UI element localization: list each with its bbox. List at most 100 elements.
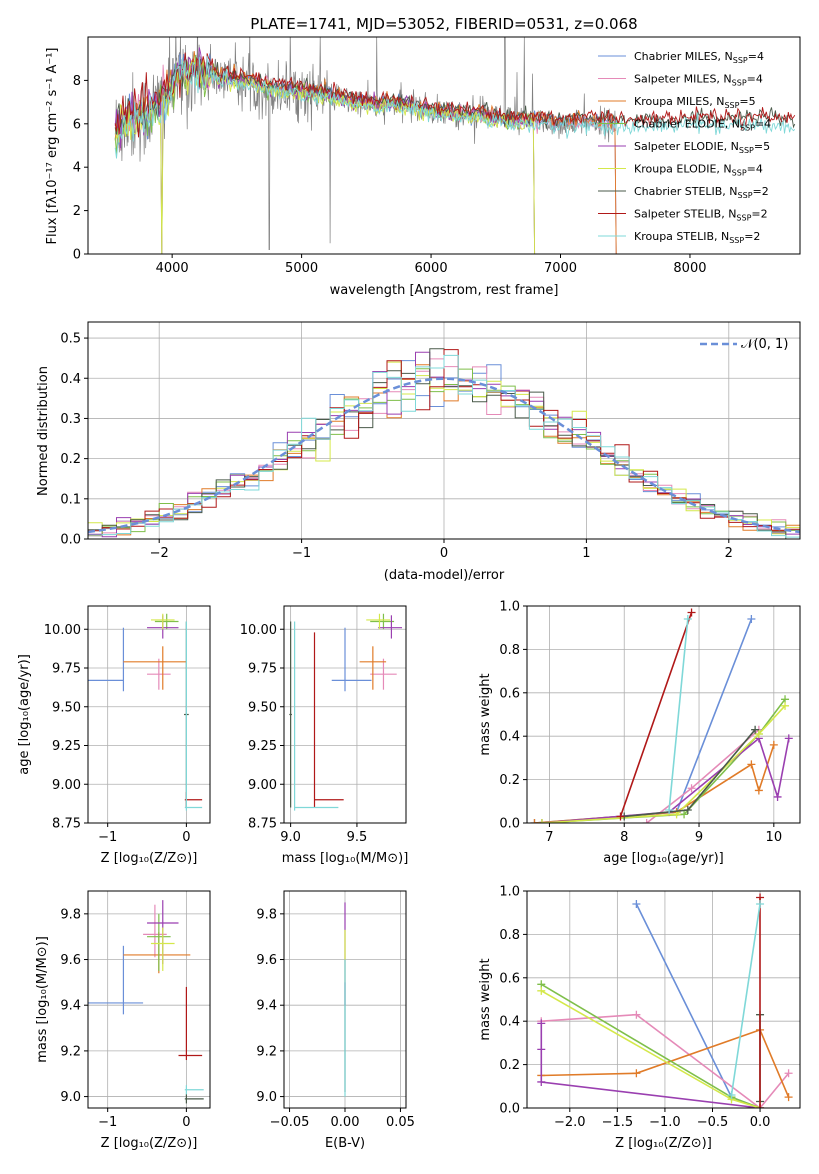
y-tick-label: 0.2: [499, 1058, 520, 1073]
series-line: [619, 612, 693, 817]
errorbar-kroupa_miles: [123, 646, 187, 690]
y-tick-label: 9.8: [256, 907, 277, 922]
errorbar-salpeter_miles: [370, 658, 397, 690]
series-marker: [784, 1093, 793, 1102]
x-axis-label: E(B-V): [325, 1136, 365, 1151]
spectrum-xlabel: wavelength [Angstrom, rest frame]: [330, 283, 559, 298]
histogram-kroupa_stelib: [88, 354, 800, 538]
series-marker: [537, 819, 546, 823]
y-tick-label: 0.4: [499, 730, 520, 745]
x-tick-label: 7: [545, 830, 553, 845]
residual-ticks: −2 −1 0 1 2 0.0 0.1 0.2 0.3 0.4 0.5: [60, 332, 733, 561]
mass-vs-ebv-panel: −0.05 0.00 0.05 9.0 9.2 9.4 9.6 9.8 E(B-V): [256, 890, 415, 1151]
y-tick-label: 9.00: [52, 778, 81, 793]
series-marker: [683, 615, 692, 624]
legend-label-value: =4: [748, 50, 764, 63]
errorbar-kroupa_stelib: [184, 621, 203, 811]
x-tick-label: 8000: [673, 261, 706, 276]
series-marker: [747, 760, 756, 769]
y-tick-label: 0.4: [60, 372, 81, 387]
series-marker: [616, 812, 625, 821]
series-kroupa_stelib: [727, 900, 765, 1099]
series-marker: [784, 1069, 793, 1078]
weight-vs-age-panel: 7 8 9 10 0.0 0.2 0.4 0.6 0.8 1.0 age [log₁₀(age/yr…: [478, 600, 801, 866]
y-axis-label: age [log₁₀(age/yr)]: [17, 654, 32, 775]
data-layer: [88, 613, 203, 811]
y-tick-label: 10.00: [240, 623, 277, 638]
legend-label-main: Chabrier STELIB, N: [634, 185, 738, 198]
legend-label: Kroupa ELODIE, NSSP=4: [634, 163, 763, 178]
series-marker: [537, 1077, 546, 1086]
errorbar-salpeter_miles: [147, 658, 171, 690]
x-tick-label: 2: [725, 546, 733, 561]
x-tick-label: −0.05: [270, 1115, 310, 1130]
x-tick-label: 4000: [156, 261, 189, 276]
legend-label-value: =2: [753, 185, 769, 198]
y-tick-label: 8.75: [52, 817, 81, 832]
x-tick-label: −2: [150, 546, 169, 561]
legend-label-sub: SSP: [733, 56, 748, 65]
data-layer: [530, 608, 793, 823]
y-tick-label: 10.00: [44, 623, 81, 638]
spectrum-ticks: 4000 5000 6000 7000 8000 0 2 4 6 8: [73, 74, 707, 276]
errorbar-chabrier_miles: [88, 627, 125, 692]
series-marker: [632, 1069, 641, 1078]
x-axis-label: age [log₁₀(age/yr)]: [603, 851, 724, 866]
y-tick-label: 0.4: [499, 1015, 520, 1030]
errorbar-salpeter_elodie: [378, 615, 403, 639]
legend-label-sub: SSP: [732, 79, 747, 88]
y-tick-label: 0.8: [499, 643, 520, 658]
series-marker: [530, 819, 539, 823]
legend-label: Chabrier MILES, NSSP=4: [634, 50, 764, 65]
y-tick-label: 9.25: [248, 739, 277, 754]
y-tick-label: 9.50: [248, 700, 277, 715]
legend-label-main: Chabrier ELODIE, N: [634, 118, 740, 131]
x-tick-label: 10: [766, 830, 783, 845]
series-marker: [683, 805, 692, 814]
legend-label-value: =2: [744, 230, 760, 243]
errorbar-chabrier_elodie: [370, 613, 395, 630]
age-vs-mass-panel: 9.0 9.5 8.75 9.00 9.25 9.50 9.75 10.00 mass [log…: [240, 605, 409, 866]
errorbar-kroupa_stelib: [184, 1085, 204, 1095]
legend-label-sub: SSP: [732, 169, 747, 178]
axes-frame: [526, 605, 801, 824]
y-tick-label: 4: [73, 161, 81, 176]
y-tick-label: 0.2: [499, 773, 520, 788]
series-line: [540, 1023, 761, 1108]
y-tick-label: 9.2: [256, 1044, 277, 1059]
legend-label-sub: SSP: [740, 124, 755, 133]
x-axis-label: mass [log₁₀(M/M⊙)]: [282, 851, 409, 866]
legend-label-sub: SSP: [729, 236, 744, 245]
y-axis-label: mass weight: [478, 958, 493, 1040]
y-tick-label: 9.4: [256, 999, 277, 1014]
legend-label: Chabrier STELIB, NSSP=2: [634, 185, 769, 200]
weight-vs-metallicity-panel: −2.0 −1.5 −1.0 −0.5 0.0 0.0 0.2 0.4 0.6 0.8 1.0 Z […: [478, 885, 801, 1151]
normal-curve: [88, 377, 800, 534]
x-tick-label: 9: [695, 830, 703, 845]
x-tick-label: 0: [182, 1115, 190, 1130]
residual-data-layer: [88, 322, 800, 540]
y-tick-label: 0.5: [60, 332, 81, 347]
legend-label-main: Kroupa ELODIE, N: [634, 163, 732, 176]
series-marker: [687, 608, 696, 617]
legend-label-main: Kroupa STELIB, N: [634, 230, 729, 243]
errorbar-kroupa_miles: [359, 646, 387, 690]
errorbar-kroupa_elodie: [366, 613, 391, 630]
legend-label-sub: SSP: [724, 101, 739, 110]
y-tick-label: 0.2: [60, 452, 81, 467]
legend-label-main: Salpeter STELIB, N: [634, 208, 736, 221]
x-tick-label: 8: [620, 830, 628, 845]
series-marker: [632, 1010, 641, 1019]
y-tick-label: 9.75: [52, 662, 81, 677]
y-tick-label: 0.0: [499, 1102, 520, 1117]
x-tick-label: 7000: [544, 261, 577, 276]
series-line: [668, 618, 689, 811]
x-tick-label: 0: [182, 830, 190, 845]
residual-xlabel: (data-model)/error: [384, 568, 505, 583]
y-tick-label: 1.0: [499, 885, 520, 900]
x-axis-label: Z [log₁₀(Z/Z⊙)]: [101, 851, 198, 866]
legend-label-value: =5: [754, 140, 770, 153]
series-marker: [537, 1045, 546, 1054]
y-tick-label: 9.0: [60, 1090, 81, 1105]
